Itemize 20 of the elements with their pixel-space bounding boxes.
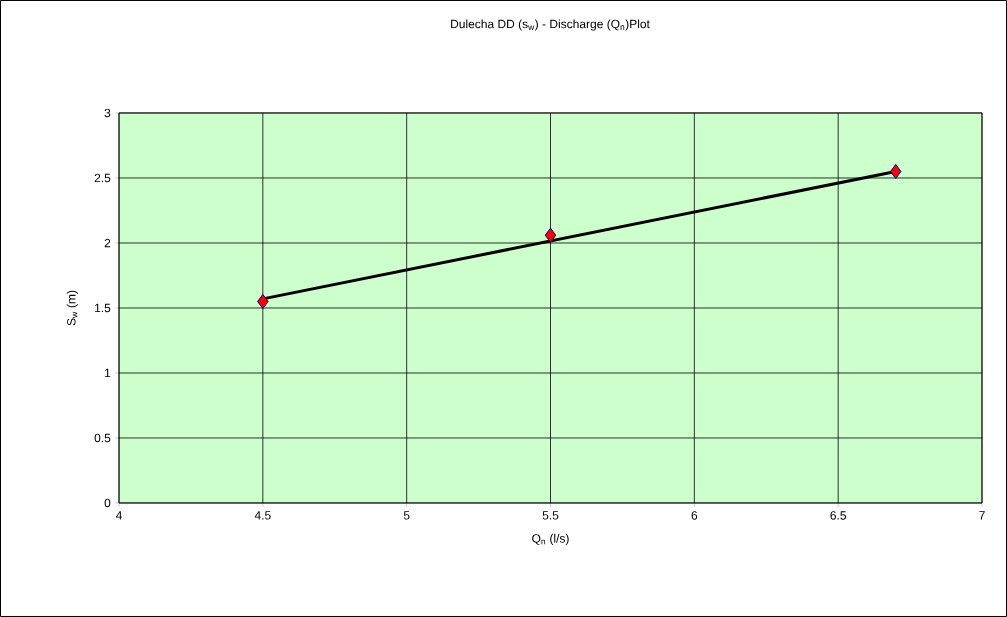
x-tick-label: 7 (979, 511, 985, 520)
y-tick-label: 1.5 (95, 303, 111, 313)
y-tick-label: 1 (105, 368, 111, 378)
x-axis-title: Q$_{n}$ (l/s) (532, 533, 569, 546)
x-tick-label: 6.5 (830, 511, 847, 520)
point (257, 293, 269, 309)
x-tick-label: 5 (403, 511, 410, 520)
point (889, 163, 902, 179)
x-tick-label: 4 (115, 511, 122, 520)
y-tick-label: 2 (104, 238, 111, 248)
y-tick-label: 0.5 (94, 433, 111, 443)
chart-title: Dulecha DD (s$_{w}$) - Discharge (Q$_{n}$)Plot (451, 19, 650, 31)
x-tick-label: 6 (691, 511, 698, 520)
y-axis-title: S$_{w}$ (m) (66, 290, 78, 326)
point (544, 227, 557, 243)
x-tick-label: 5.5 (542, 511, 559, 520)
x-tick-label: 4.5 (254, 511, 271, 520)
y-tick-label: 2.5 (94, 173, 111, 183)
y-tick-label: 0 (104, 498, 111, 508)
y-tick-label: 3 (104, 108, 111, 118)
